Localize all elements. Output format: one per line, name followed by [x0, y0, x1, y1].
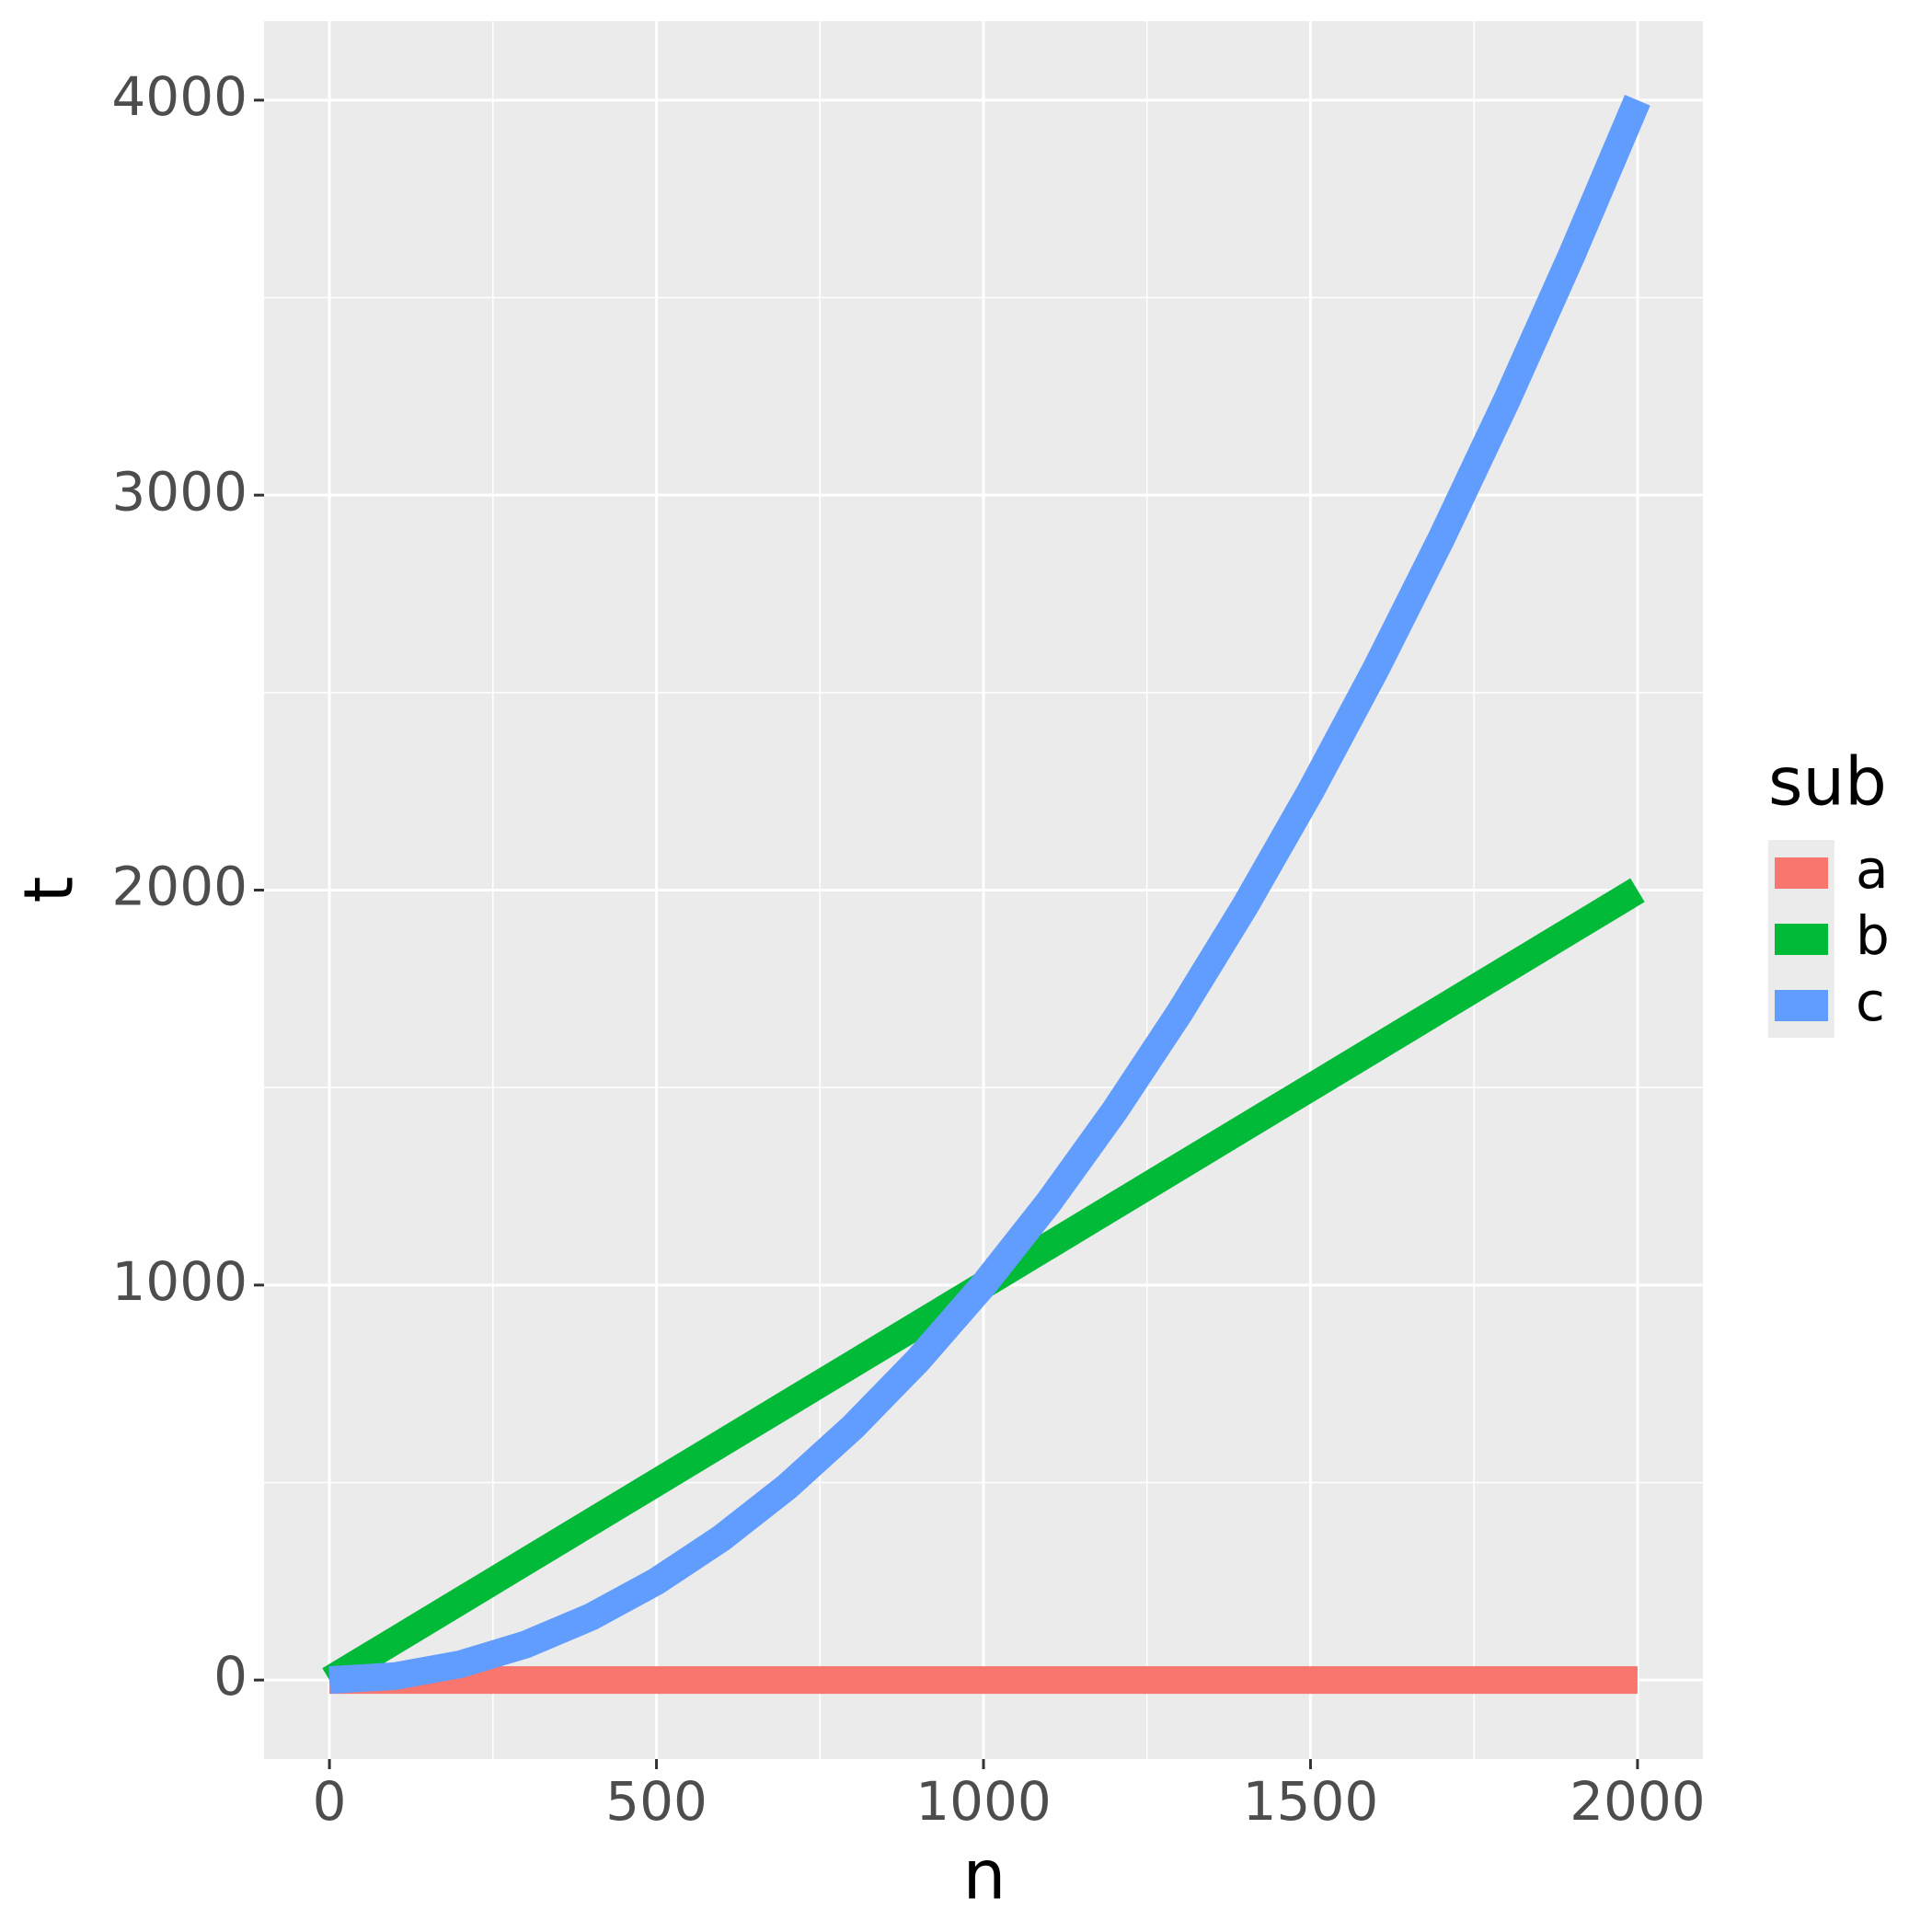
legend-title: sub: [1768, 743, 1887, 821]
x-tick-label: 2000: [1570, 1770, 1706, 1833]
y-tick-label: 0: [213, 1645, 247, 1708]
y-tick-label: 3000: [111, 460, 247, 523]
legend: sub abc: [1768, 743, 1890, 1038]
legend-label: a: [1856, 838, 1889, 901]
lines: [322, 95, 1650, 1695]
y-tick-label: 1000: [111, 1250, 247, 1313]
legend-swatch: [1775, 990, 1828, 1021]
x-tick-label: 500: [605, 1770, 707, 1833]
x-tick-label: 0: [313, 1770, 347, 1833]
x-tick-label: 1000: [915, 1770, 1052, 1833]
legend-swatch: [1775, 857, 1828, 889]
legend-label: c: [1856, 971, 1885, 1033]
y-tick-label: 2000: [111, 856, 247, 918]
x-axis-title: n: [963, 1836, 1006, 1915]
legend-swatch: [1775, 924, 1828, 955]
axes: 0 500 1000 1500 2000 0 1000 2000 3000 4000: [111, 65, 1705, 1833]
series-line: [328, 95, 1650, 1695]
x-tick-label: 1500: [1243, 1770, 1379, 1833]
y-tick-label: 4000: [111, 65, 247, 128]
legend-label: b: [1856, 904, 1890, 967]
y-axis-title: t: [10, 876, 89, 903]
